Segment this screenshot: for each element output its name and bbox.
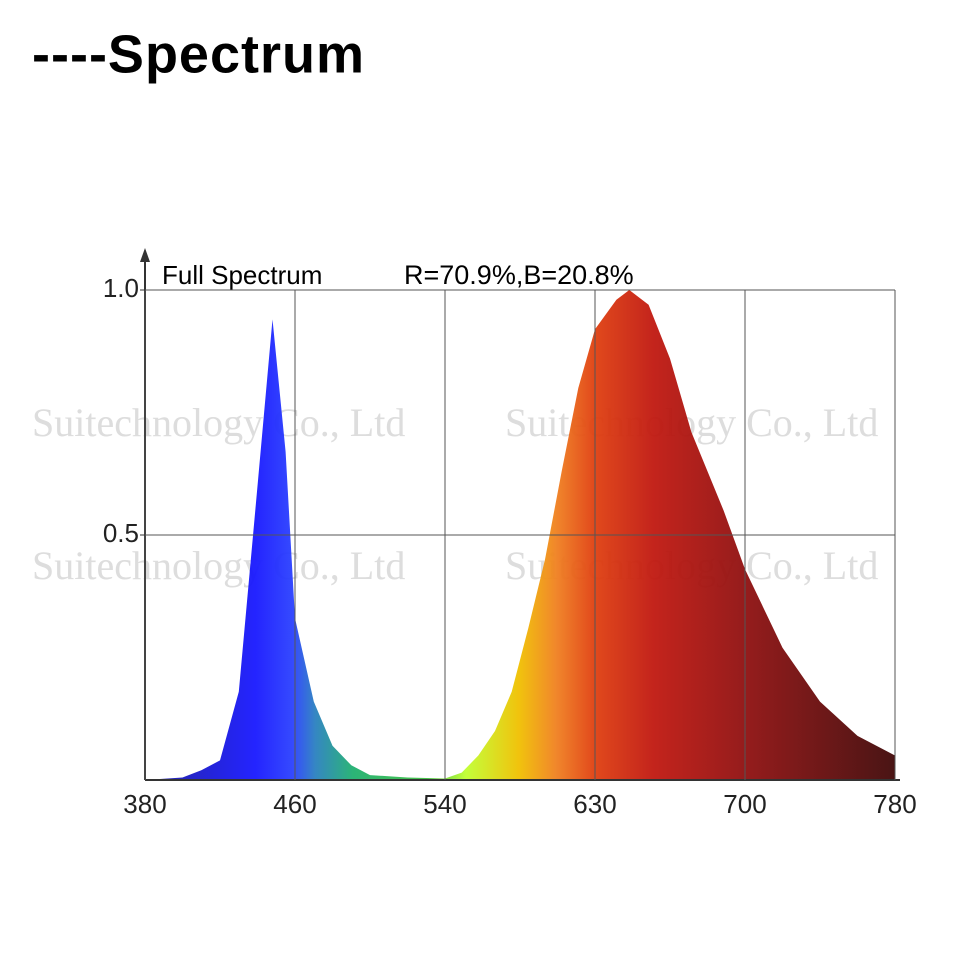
watermark: Suitechnology Co., Ltd	[32, 400, 405, 445]
x-tick-label: 460	[273, 789, 316, 819]
x-tick-label: 380	[123, 789, 166, 819]
spectrum-area	[145, 290, 895, 780]
watermark: Suitechnology Co., Ltd	[32, 543, 405, 588]
y-tick-label: 0.5	[103, 518, 139, 548]
x-tick-label: 700	[723, 789, 766, 819]
x-tick-label: 630	[573, 789, 616, 819]
x-tick-label: 540	[423, 789, 466, 819]
x-tick-label: 780	[873, 789, 916, 819]
legend-label: Full Spectrum	[162, 260, 322, 290]
axis-arrow	[140, 248, 150, 262]
annotation: R=70.9%,B=20.8%	[404, 260, 634, 290]
title: ----Spectrum	[32, 24, 365, 84]
y-tick-label: 1.0	[103, 273, 139, 303]
